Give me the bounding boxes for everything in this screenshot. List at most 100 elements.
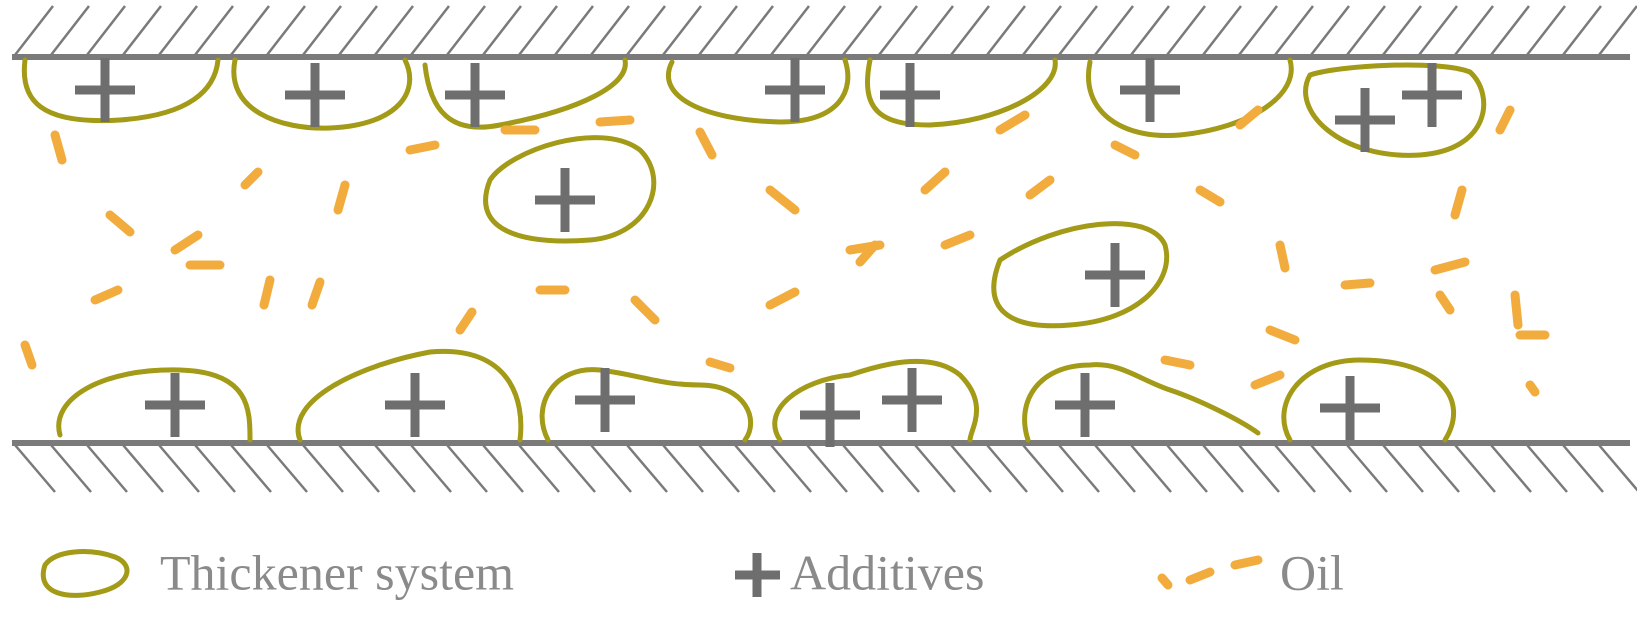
thickener: [486, 138, 654, 241]
hatch-line: [771, 6, 809, 55]
hatch-line: [951, 445, 991, 492]
hatch-line: [1491, 445, 1531, 492]
hatch-line: [1023, 445, 1063, 492]
oil-droplet: [1255, 375, 1280, 385]
hatch-line: [1095, 6, 1133, 55]
oil-droplet: [1345, 283, 1370, 285]
hatch-line: [1347, 6, 1385, 55]
hatch-line: [411, 6, 449, 55]
hatch-line: [699, 445, 739, 492]
hatch-line: [411, 445, 451, 492]
hatch-line: [987, 6, 1025, 55]
hatch-line: [231, 6, 269, 55]
hatch-line: [627, 445, 667, 492]
additive: [385, 373, 445, 437]
thickener: [1306, 65, 1484, 155]
hatch-line: [1311, 6, 1349, 55]
oil-droplet: [55, 135, 62, 160]
hatch-line: [1203, 6, 1241, 55]
oil-droplet: [25, 345, 32, 365]
hatch-line: [1527, 445, 1567, 492]
oil-droplet: [1240, 110, 1258, 125]
hatch-line: [483, 445, 523, 492]
hatch-line: [1275, 445, 1315, 492]
oil-droplet: [770, 190, 795, 210]
hatch-line: [1563, 445, 1603, 492]
thickener: [1284, 360, 1454, 440]
hatch-line: [1419, 6, 1457, 55]
oil-droplet: [1115, 145, 1135, 155]
oil-droplet: [1515, 295, 1518, 325]
hatch-line: [1059, 6, 1097, 55]
hatch-line: [1563, 6, 1601, 55]
hatch-line: [915, 445, 955, 492]
hatch-line: [555, 445, 595, 492]
additive: [75, 58, 135, 122]
hatch-line: [1455, 6, 1493, 55]
hatch-line: [555, 6, 593, 55]
diagram: Thickener system Additives Oil: [0, 0, 1637, 631]
hatch-line: [591, 6, 629, 55]
legend-label: Additives: [790, 544, 984, 600]
hatch-line: [591, 445, 631, 492]
oil-droplet: [410, 145, 435, 150]
oil-droplet: [1435, 262, 1465, 270]
hatch-line: [195, 445, 235, 492]
thickener: [775, 361, 977, 440]
hatch-line: [267, 6, 305, 55]
hatch-line: [843, 445, 883, 492]
additive: [1120, 58, 1180, 122]
hatch-line: [1131, 6, 1169, 55]
hatch-line: [807, 445, 847, 492]
oil-droplet: [1530, 385, 1535, 392]
hatch-line: [1167, 445, 1207, 492]
additive: [800, 383, 860, 447]
hatch-line: [699, 6, 737, 55]
hatch-line: [375, 6, 413, 55]
hatch-line: [951, 6, 989, 55]
hatch-line: [447, 6, 485, 55]
hatch-line: [1599, 445, 1637, 492]
hatch-line: [843, 6, 881, 55]
hatch-line: [663, 445, 703, 492]
hatch-line: [1455, 445, 1495, 492]
oil-droplet: [95, 290, 118, 300]
additive: [575, 368, 635, 432]
page: Thickener system Additives Oil (() => { …: [0, 0, 1637, 631]
oil-droplet: [245, 172, 258, 185]
hatch-line: [303, 445, 343, 492]
hatch-line: [15, 445, 55, 492]
hatch-line: [735, 445, 775, 492]
oil-droplet: [312, 282, 320, 305]
hatch-line: [123, 6, 161, 55]
hatch-line: [231, 445, 271, 492]
hatch-line: [915, 6, 953, 55]
hatch-line: [447, 445, 487, 492]
oil-droplet: [925, 172, 945, 190]
additive: [765, 58, 825, 122]
hatch-line: [339, 6, 377, 55]
legend: Thickener system Additives Oil: [43, 544, 1344, 600]
hatch-line: [483, 6, 521, 55]
hatch-line: [15, 6, 53, 55]
oil-droplet: [1000, 115, 1025, 130]
oil-droplet: [460, 312, 472, 330]
hatch-line: [627, 6, 665, 55]
additive: [285, 63, 345, 127]
oil-droplet: [338, 185, 345, 210]
hatch-line: [87, 6, 125, 55]
hatch-line: [1203, 445, 1243, 492]
hatch-line: [879, 6, 917, 55]
hatch-line: [1491, 6, 1529, 55]
additive: [445, 63, 505, 127]
oil-droplet: [1200, 190, 1220, 202]
hatch-line: [1311, 445, 1351, 492]
hatch-line: [1131, 445, 1171, 492]
hatch-line: [303, 6, 341, 55]
additive: [535, 168, 595, 232]
hatch-line: [51, 6, 89, 55]
additive: [1085, 243, 1145, 307]
hatch-line: [879, 445, 919, 492]
additive: [1402, 63, 1462, 127]
oil-droplet: [600, 120, 630, 122]
